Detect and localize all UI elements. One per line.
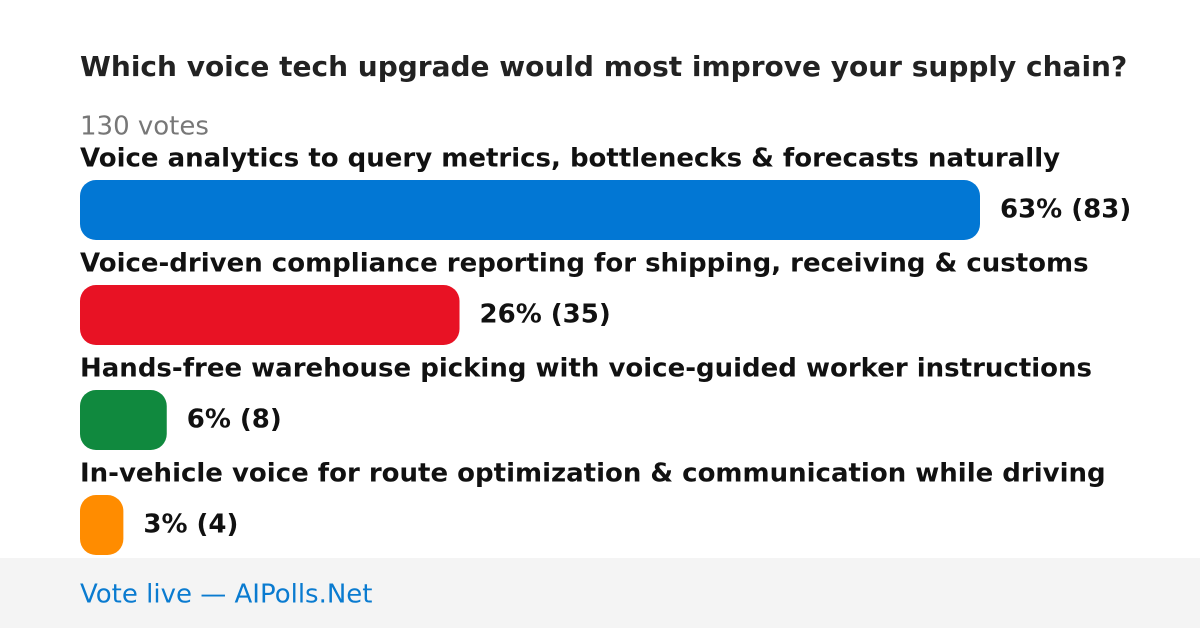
value-label: 3% (4) — [143, 510, 238, 540]
vote-count: 130 votes — [80, 112, 209, 142]
bar — [80, 180, 980, 240]
option-label: Voice analytics to query metrics, bottle… — [80, 144, 1060, 174]
option-label: Hands-free warehouse picking with voice-… — [80, 354, 1092, 384]
value-label: 63% (83) — [1000, 195, 1131, 225]
option-label: Voice-driven compliance reporting for sh… — [80, 249, 1089, 279]
footer-band — [0, 558, 1200, 628]
footer-link[interactable]: Vote live — AIPolls.Net — [80, 580, 373, 610]
bar — [80, 390, 167, 450]
option-label: In-vehicle voice for route optimization … — [80, 459, 1106, 489]
poll-title: Which voice tech upgrade would most impr… — [80, 50, 1127, 83]
value-label: 26% (35) — [480, 300, 611, 330]
value-label: 6% (8) — [187, 405, 282, 435]
bar — [80, 495, 124, 555]
bar — [80, 285, 460, 345]
